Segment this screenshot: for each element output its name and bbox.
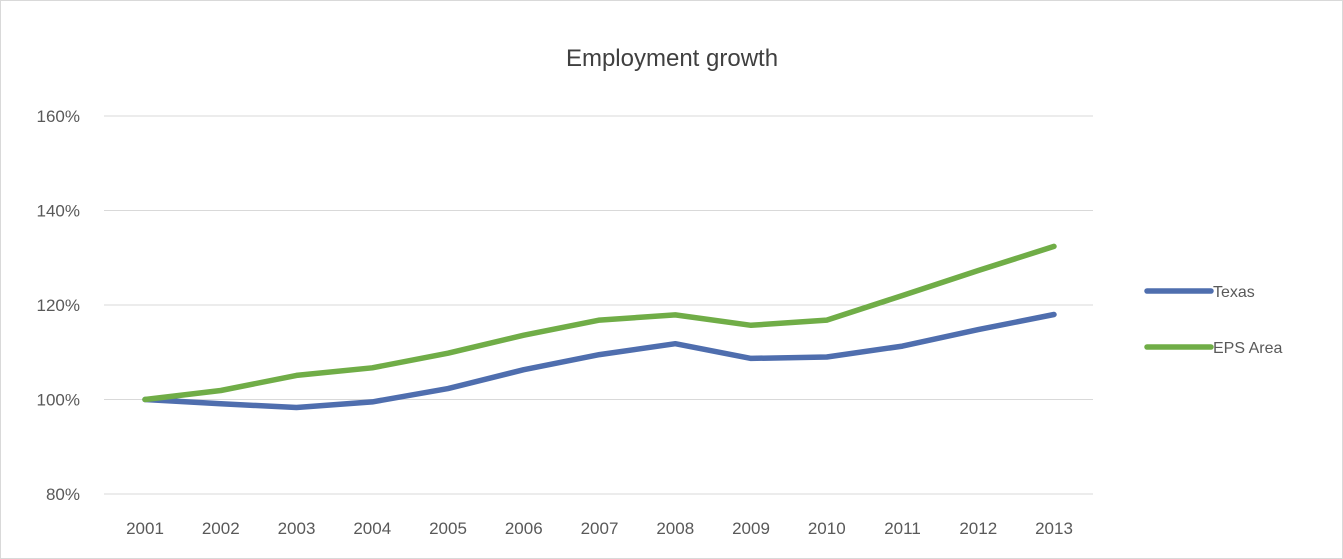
y-tick-label: 140% [37, 202, 80, 221]
gridlines [104, 115, 1093, 495]
series-line-texas [142, 311, 1057, 411]
y-tick-label: 80% [46, 485, 80, 504]
x-tick-label: 2008 [656, 519, 694, 538]
x-tick-label: 2011 [884, 519, 921, 538]
x-tick-label: 2004 [353, 519, 391, 538]
x-tick-label: 2007 [581, 519, 619, 538]
y-tick-label: 160% [37, 107, 80, 126]
x-tick-label: 2003 [278, 519, 316, 538]
y-tick-label: 120% [37, 296, 80, 315]
x-axis-tick-labels: 2001 2002 2003 2004 2005 2006 2007 2008 2009 2010… [126, 519, 1073, 538]
series-lines [142, 243, 1057, 411]
series-line-eps-area [142, 243, 1057, 403]
legend: Texas EPS Area [1144, 284, 1282, 357]
x-tick-label: 2012 [959, 519, 997, 538]
x-tick-label: 2002 [202, 519, 240, 538]
x-tick-label: 2005 [429, 519, 467, 538]
x-tick-label: 2010 [808, 519, 846, 538]
x-tick-label: 2001 [126, 519, 164, 538]
x-tick-label: 2009 [732, 519, 770, 538]
chart-title: Employment growth [566, 45, 778, 72]
legend-label: EPS Area [1213, 340, 1282, 357]
y-tick-label: 100% [37, 391, 80, 410]
x-tick-label: 2006 [505, 519, 543, 538]
y-axis-tick-labels: 80% 100% 120% 140% 160% [37, 107, 80, 504]
x-tick-label: 2013 [1035, 519, 1073, 538]
legend-label: Texas [1213, 284, 1255, 301]
